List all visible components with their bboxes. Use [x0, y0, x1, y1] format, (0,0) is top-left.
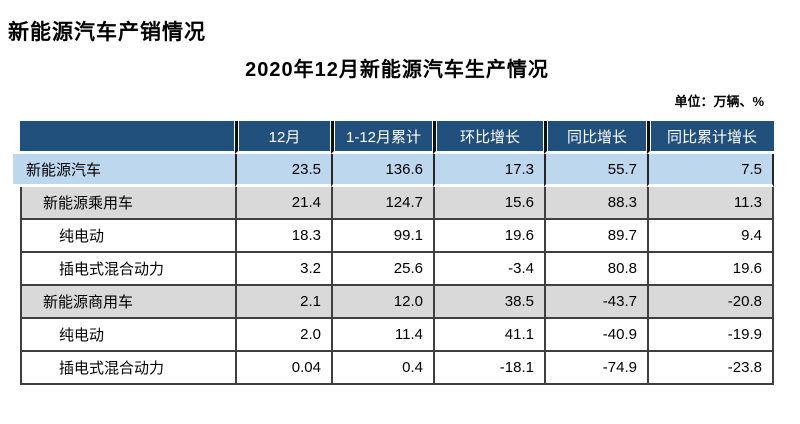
table-body: 新能源汽车 23.5 136.6 17.3 55.7 7.5 新能源乘用车 21.4 124.7… [13, 154, 774, 386]
corner-header-cell [20, 121, 235, 155]
column-header: 同比累计增长 [647, 121, 774, 155]
cell-value: 21.4 [235, 187, 331, 221]
cell-value: 11.3 [647, 187, 774, 221]
unit-note: 单位：万辆、% [674, 94, 764, 110]
cell-value: 0.4 [331, 352, 433, 386]
cell-value: 136.6 [331, 154, 433, 188]
cell-value: -43.7 [544, 286, 647, 320]
row-label: 纯电动 [20, 220, 235, 254]
cell-value: 12.0 [331, 286, 433, 320]
cell-value: -74.9 [544, 352, 647, 386]
table-row: 插电式混合动力 0.04 0.4 -18.1 -74.9 -23.8 [20, 352, 774, 386]
cell-value: 124.7 [331, 187, 433, 221]
cell-value: -18.1 [433, 352, 544, 386]
cell-value: 18.3 [235, 220, 331, 254]
row-label: 新能源乘用车 [20, 187, 235, 221]
cell-value: 2.0 [235, 319, 331, 353]
cell-value: 11.4 [331, 319, 433, 353]
column-header: 12月 [235, 121, 331, 155]
cell-value: 17.3 [433, 154, 544, 188]
column-header: 同比增长 [544, 121, 647, 155]
table-row: 新能源乘用车 21.4 124.7 15.6 88.3 11.3 [20, 187, 774, 221]
cell-value: -3.4 [433, 253, 544, 287]
cell-value: 23.5 [235, 154, 331, 188]
cell-value: 15.6 [433, 187, 544, 221]
cell-value: 80.8 [544, 253, 647, 287]
row-label: 纯电动 [20, 319, 235, 353]
table-header-row: 12月 1-12月累计 环比增长 同比增长 同比累计增长 [20, 121, 774, 155]
cell-value: -20.8 [647, 286, 774, 320]
row-label: 新能源汽车 [13, 154, 235, 188]
table-row: 纯电动 18.3 99.1 19.6 89.7 9.4 [20, 220, 774, 254]
table-row: 新能源汽车 23.5 136.6 17.3 55.7 7.5 [13, 154, 774, 188]
table-row: 纯电动 2.0 11.4 41.1 -40.9 -19.9 [20, 319, 774, 353]
table-row: 新能源商用车 2.1 12.0 38.5 -43.7 -20.8 [20, 286, 774, 320]
nev-production-table: 12月 1-12月累计 环比增长 同比增长 同比累计增长 新能源汽车 23.5 136.6 1… [13, 121, 774, 386]
cell-value: 2.1 [235, 286, 331, 320]
cell-value: 55.7 [544, 154, 647, 188]
page-title: 新能源汽车产销情况 [8, 21, 206, 44]
row-label: 新能源商用车 [20, 286, 235, 320]
cell-value: 3.2 [235, 253, 331, 287]
cell-value: 19.6 [433, 220, 544, 254]
cell-value: 7.5 [647, 154, 774, 188]
cell-value: -19.9 [647, 319, 774, 353]
column-header: 环比增长 [433, 121, 544, 155]
table-title: 2020年12月新能源汽车生产情况 [245, 59, 549, 82]
cell-value: -40.9 [544, 319, 647, 353]
table-row: 插电式混合动力 3.2 25.6 -3.4 80.8 19.6 [20, 253, 774, 287]
column-header: 1-12月累计 [331, 121, 433, 155]
cell-value: 0.04 [235, 352, 331, 386]
cell-value: 88.3 [544, 187, 647, 221]
cell-value: 25.6 [331, 253, 433, 287]
report-page: 新能源汽车产销情况 2020年12月新能源汽车生产情况 单位：万辆、% 12月 1… [0, 20, 800, 386]
cell-value: 89.7 [544, 220, 647, 254]
row-label: 插电式混合动力 [20, 253, 235, 287]
cell-value: 19.6 [647, 253, 774, 287]
row-label: 插电式混合动力 [20, 352, 235, 386]
cell-value: 9.4 [647, 220, 774, 254]
cell-value: 41.1 [433, 319, 544, 353]
cell-value: 99.1 [331, 220, 433, 254]
cell-value: -23.8 [647, 352, 774, 386]
cell-value: 38.5 [433, 286, 544, 320]
